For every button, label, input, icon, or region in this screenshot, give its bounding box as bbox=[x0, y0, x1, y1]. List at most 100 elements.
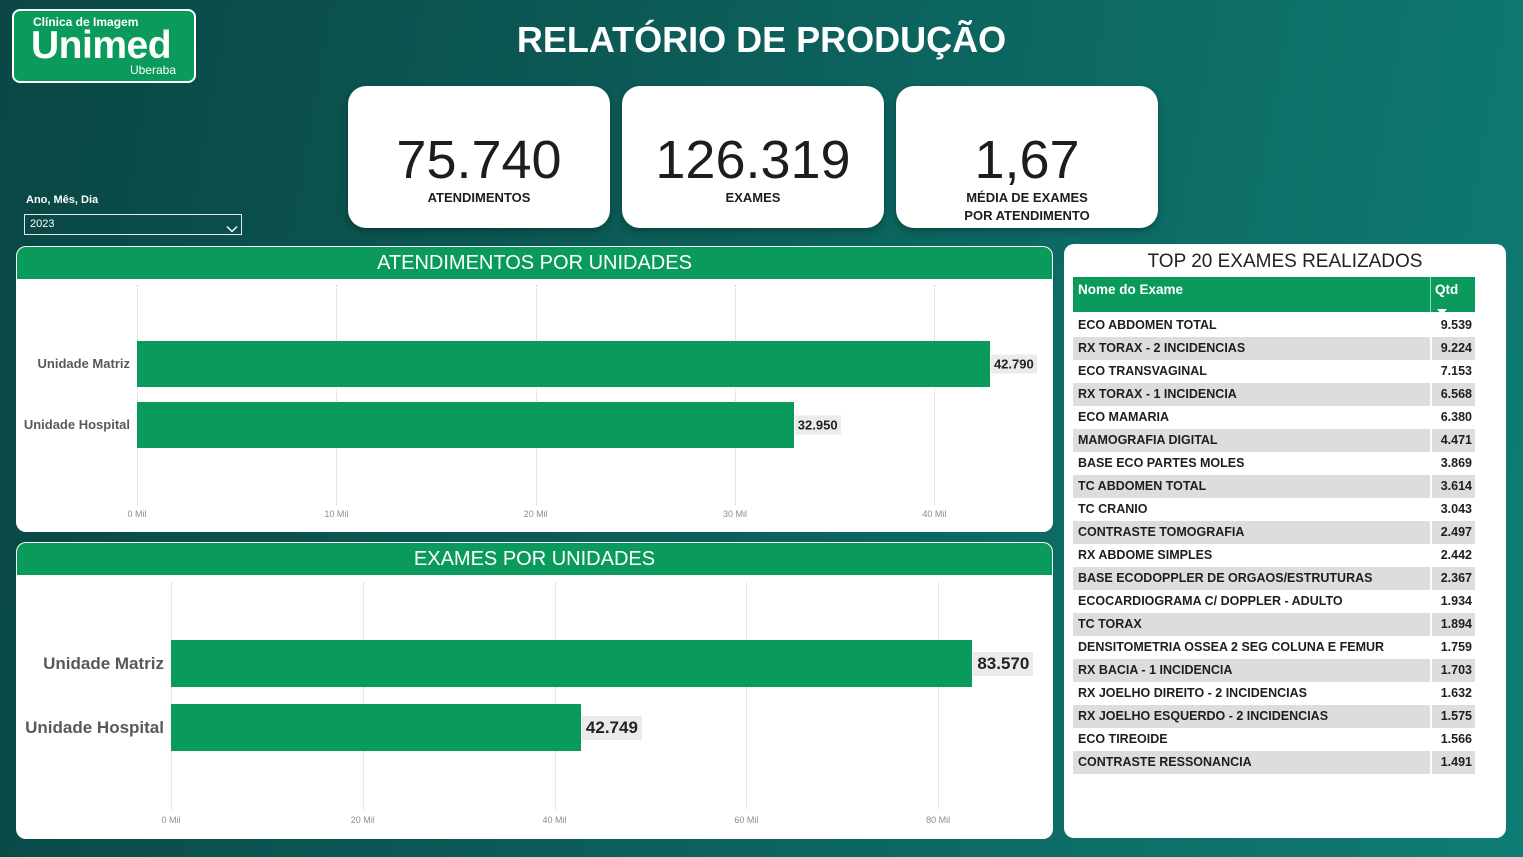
exam-qtd-cell: 1.491 bbox=[1430, 751, 1475, 774]
column-header-nome[interactable]: Nome do Exame bbox=[1078, 282, 1184, 297]
table-row[interactable]: ECOCARDIOGRAMA C/ DOPPLER - ADULTO 1.934 bbox=[1073, 590, 1475, 613]
date-filter-value: 2023 bbox=[30, 218, 55, 230]
exam-qtd-cell: 3.614 bbox=[1430, 475, 1475, 498]
exam-name-cell: ECO MAMARIA bbox=[1078, 410, 1169, 424]
table-row[interactable]: TC ABDOMEN TOTAL 3.614 bbox=[1073, 475, 1475, 498]
exam-name-cell: RX ABDOME SIMPLES bbox=[1078, 548, 1213, 562]
x-tick-label: 40 Mil bbox=[542, 815, 567, 825]
exam-qtd-cell: 1.632 bbox=[1430, 682, 1475, 705]
table-row[interactable]: CONTRASTE TOMOGRAFIA 2.497 bbox=[1073, 521, 1475, 544]
table-row[interactable]: TC CRANIO 3.043 bbox=[1073, 498, 1475, 521]
table-row[interactable]: MAMOGRAFIA DIGITAL 4.471 bbox=[1073, 429, 1475, 452]
table-row[interactable]: DENSITOMETRIA OSSEA 2 SEG COLUNA E FEMUR… bbox=[1073, 636, 1475, 659]
kpi-label-line-1: MÉDIA DE EXAMES bbox=[966, 190, 1088, 205]
table-row[interactable]: TC TORAX 1.894 bbox=[1073, 613, 1475, 636]
exam-qtd-cell: 3.869 bbox=[1430, 452, 1475, 475]
bar-unidade-hospital[interactable] bbox=[137, 402, 794, 448]
gridline bbox=[362, 583, 364, 810]
table-row[interactable]: CONTRASTE RESSONANCIA 1.491 bbox=[1073, 751, 1475, 774]
exam-qtd-cell: 4.471 bbox=[1430, 429, 1475, 452]
plot-area: 0 Mil 20 Mil 40 Mil 60 Mil 80 Mil Unidade Mat… bbox=[16, 542, 1053, 839]
table-row[interactable]: RX JOELHO DIREITO - 2 INCIDENCIAS 1.632 bbox=[1073, 682, 1475, 705]
exam-qtd-cell: 2.497 bbox=[1430, 521, 1475, 544]
exam-qtd-cell: 1.934 bbox=[1430, 590, 1475, 613]
gridline bbox=[535, 285, 537, 505]
exam-name-cell: ECO TIREOIDE bbox=[1078, 732, 1168, 746]
exam-name-cell: BASE ECO PARTES MOLES bbox=[1078, 456, 1245, 470]
data-label: 42.790 bbox=[990, 354, 1037, 374]
exam-name-cell: CONTRASTE RESSONANCIA bbox=[1078, 755, 1252, 769]
table-row[interactable]: BASE ECODOPPLER DE ORGAOS/ESTRUTURAS 2.36… bbox=[1073, 567, 1475, 590]
logo-brand: Unimed bbox=[31, 24, 172, 67]
chart-atendimentos-por-unidades: ATENDIMENTOS POR UNIDADES 0 Mil 10 Mil 20 … bbox=[16, 246, 1053, 532]
kpi-card-atendimentos: 75.740 ATENDIMENTOS bbox=[348, 86, 610, 228]
exam-name-cell: ECOCARDIOGRAMA C/ DOPPLER - ADULTO bbox=[1078, 594, 1343, 608]
data-label: 32.950 bbox=[794, 415, 841, 435]
bar-unidade-matriz[interactable] bbox=[171, 640, 973, 687]
column-header-qtd[interactable]: Qtd bbox=[1435, 282, 1459, 297]
bar-unidade-matriz[interactable] bbox=[137, 341, 990, 387]
exam-qtd-cell: 9.539 bbox=[1430, 314, 1475, 337]
date-filter-dropdown[interactable]: 2023 bbox=[24, 214, 242, 235]
category-label: Unidade Hospital bbox=[23, 417, 130, 432]
table-row[interactable]: ECO ABDOMEN TOTAL 9.539 bbox=[1073, 314, 1475, 337]
data-label: 42.749 bbox=[581, 715, 642, 740]
exam-name-cell: RX JOELHO ESQUERDO - 2 INCIDENCIAS bbox=[1078, 709, 1329, 723]
exam-name-cell: RX TORAX - 1 INCIDENCIA bbox=[1078, 387, 1237, 401]
kpi-value: 126.319 bbox=[655, 130, 851, 190]
exam-name-cell: TC CRANIO bbox=[1078, 502, 1148, 516]
x-tick-label: 0 Mil bbox=[161, 815, 181, 825]
x-tick-label: 20 Mil bbox=[523, 509, 548, 519]
column-divider bbox=[1430, 277, 1431, 312]
exam-name-cell: MAMOGRAFIA DIGITAL bbox=[1078, 433, 1218, 447]
x-tick-label: 30 Mil bbox=[722, 509, 748, 519]
table-row[interactable]: RX TORAX - 1 INCIDENCIA 6.568 bbox=[1073, 383, 1475, 406]
exam-name-cell: ECO TRANSVAGINAL bbox=[1078, 364, 1207, 378]
table-header: Nome do Exame Qtd bbox=[1073, 277, 1475, 315]
chevron-down-icon[interactable] bbox=[226, 220, 238, 233]
exam-qtd-cell: 3.043 bbox=[1430, 498, 1475, 521]
x-tick-label: 40 Mil bbox=[922, 509, 947, 519]
exam-qtd-cell: 6.568 bbox=[1430, 383, 1475, 406]
category-label: Unidade Matriz bbox=[37, 356, 130, 371]
exam-qtd-cell: 1.894 bbox=[1430, 613, 1475, 636]
exam-qtd-cell: 1.566 bbox=[1430, 728, 1475, 751]
exam-qtd-cell: 9.224 bbox=[1430, 337, 1475, 360]
exam-qtd-cell: 1.759 bbox=[1430, 636, 1475, 659]
bar-unidade-hospital[interactable] bbox=[171, 704, 581, 751]
exam-qtd-cell: 7.153 bbox=[1430, 360, 1475, 383]
top-exames-table: Nome do Exame Qtd ECO ABDOMEN TOTAL 9.539… bbox=[1073, 277, 1475, 797]
table-row[interactable]: ECO TRANSVAGINAL 7.153 bbox=[1073, 360, 1475, 383]
x-tick-label: 0 Mil bbox=[127, 509, 147, 519]
exam-name-cell: DENSITOMETRIA OSSEA 2 SEG COLUNA E FEMUR bbox=[1078, 640, 1385, 654]
table-row[interactable]: RX BACIA - 1 INCIDENCIA 1.703 bbox=[1073, 659, 1475, 682]
unimed-logo: Clínica de Imagem Unimed Uberaba bbox=[12, 9, 196, 83]
exam-qtd-cell: 2.367 bbox=[1430, 567, 1475, 590]
kpi-card-media: 1,67 MÉDIA DE EXAMES POR ATENDIMENTO bbox=[896, 86, 1158, 228]
table-row[interactable]: RX TORAX - 2 INCIDENCIAS 9.224 bbox=[1073, 337, 1475, 360]
data-label: 83.570 bbox=[973, 651, 1034, 676]
exam-name-cell: RX JOELHO DIREITO - 2 INCIDENCIAS bbox=[1078, 686, 1307, 700]
gridline bbox=[746, 583, 748, 810]
gridline bbox=[938, 583, 940, 810]
category-label: Unidade Hospital bbox=[25, 717, 164, 737]
x-tick-label: 10 Mil bbox=[324, 509, 349, 519]
exam-name-cell: ECO ABDOMEN TOTAL bbox=[1078, 318, 1217, 332]
date-filter-label: Ano, Mês, Dia bbox=[26, 194, 99, 206]
exam-name-cell: TC ABDOMEN TOTAL bbox=[1078, 479, 1207, 493]
table-row[interactable]: RX JOELHO ESQUERDO - 2 INCIDENCIAS 1.575 bbox=[1073, 705, 1475, 728]
kpi-label: ATENDIMENTOS bbox=[427, 190, 531, 205]
x-tick-label: 60 Mil bbox=[734, 815, 759, 825]
sort-descending-icon[interactable] bbox=[1437, 302, 1447, 315]
gridline bbox=[735, 285, 736, 505]
table-row[interactable]: ECO MAMARIA 6.380 bbox=[1073, 406, 1475, 429]
exam-qtd-cell: 1.575 bbox=[1430, 705, 1475, 728]
page-title: RELATÓRIO DE PRODUÇÃO bbox=[516, 19, 1007, 60]
category-label: Unidade Matriz bbox=[43, 653, 164, 673]
table-row[interactable]: RX ABDOME SIMPLES 2.442 bbox=[1073, 544, 1475, 567]
table-row[interactable]: ECO TIREOIDE 1.566 bbox=[1073, 728, 1475, 751]
x-tick-label: 20 Mil bbox=[350, 815, 375, 825]
x-tick-label: 80 Mil bbox=[926, 815, 951, 825]
table-row[interactable]: BASE ECO PARTES MOLES 3.869 bbox=[1073, 452, 1475, 475]
logo-location: Uberaba bbox=[129, 63, 176, 77]
